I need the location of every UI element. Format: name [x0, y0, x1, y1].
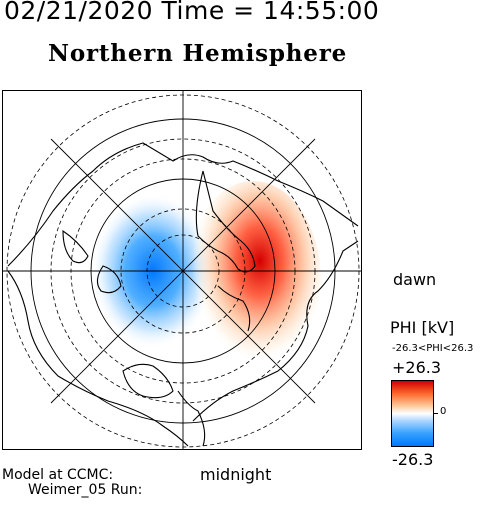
positive-potential-cell: [185, 181, 321, 381]
colorbar-range: -26.3<PHI<26.3: [392, 343, 474, 354]
colorbar-zero-tick: [434, 413, 438, 414]
midnight-label: midnight: [200, 465, 272, 484]
dawn-label: dawn: [393, 270, 437, 289]
hemisphere-title: Northern Hemisphere: [48, 40, 348, 67]
model-label: Model at CCMC:: [2, 467, 114, 483]
colorbar-max-label: +26.3: [392, 358, 442, 377]
polar-map: [2, 90, 362, 450]
colorbar-zero-label: 0: [440, 406, 447, 417]
meridian-lines: [3, 91, 361, 449]
datetime-title: 02/21/2020 Time = 14:55:00: [4, 0, 380, 25]
colorbar-min-label: -26.3: [392, 450, 434, 469]
colorbar-title: PHI [kV]: [390, 318, 455, 337]
run-label: Weimer_05 Run:: [28, 482, 143, 498]
coastlines: [7, 142, 359, 447]
polar-map-svg: [3, 91, 361, 449]
colorbar: [391, 380, 434, 447]
